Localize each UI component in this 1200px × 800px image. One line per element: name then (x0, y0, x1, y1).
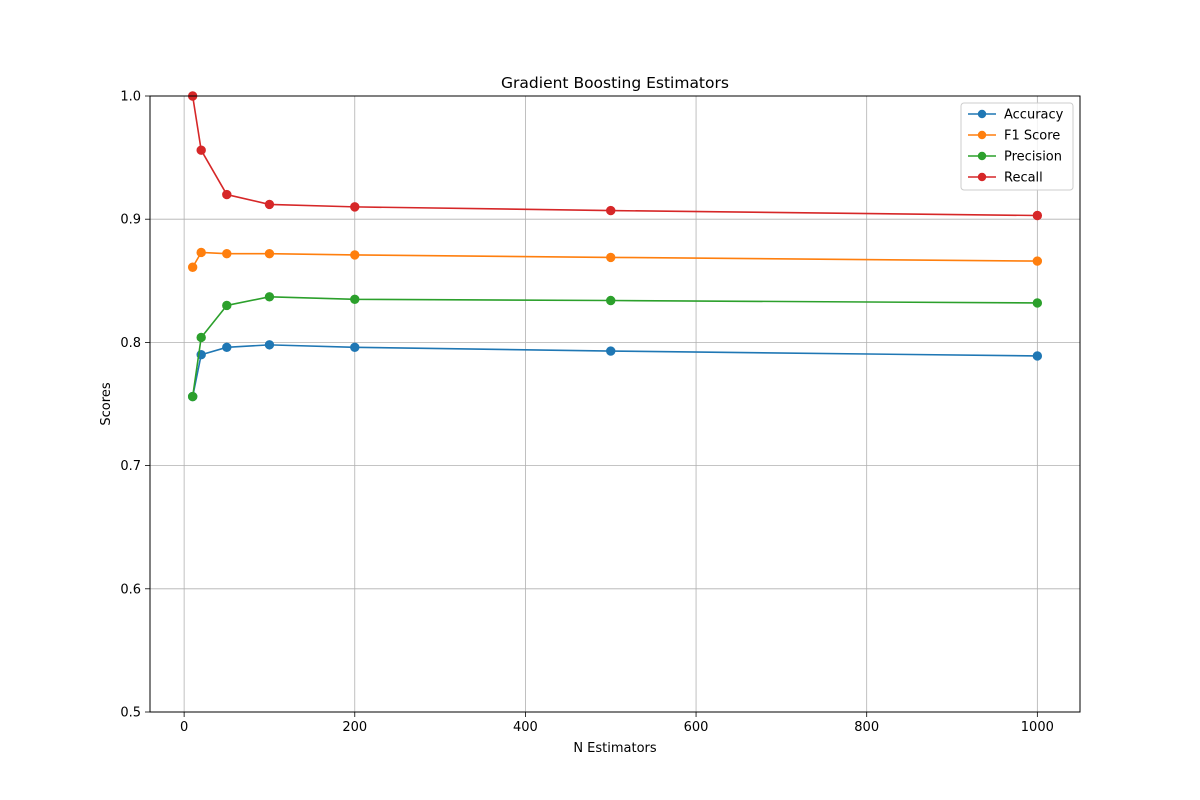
chart-title: Gradient Boosting Estimators (501, 74, 729, 92)
data-point-f1-score (187, 262, 198, 272)
data-point-accuracy (222, 342, 232, 353)
x-tick-label: 600 (684, 720, 709, 735)
series-accuracy (187, 340, 1043, 402)
series-line-recall (191, 95, 1038, 217)
legend-item-precision: Precision (968, 150, 1062, 165)
x-tick-label: 1000 (1021, 720, 1054, 735)
data-point-accuracy (264, 340, 275, 350)
data-point-accuracy (350, 342, 360, 353)
legend-label: F1 Score (1004, 129, 1060, 144)
legend: Accuracy F1 Score Precision Recall (960, 102, 1074, 191)
data-point-f1-score (196, 247, 206, 258)
plot-frame (149, 95, 1081, 713)
y-tick-label: 0.5 (120, 706, 141, 721)
data-point-precision (606, 295, 616, 306)
legend-swatch-marker (977, 130, 987, 140)
data-point-recall (1032, 210, 1043, 221)
series-line-f1-score (191, 251, 1038, 268)
y-tick-label: 0.6 (120, 582, 141, 597)
legend-swatch-marker (977, 151, 987, 161)
legend-item-f1-score: F1 Score (968, 129, 1060, 144)
data-point-f1-score (350, 250, 360, 260)
y-tick-label: 0.8 (120, 336, 141, 351)
data-point-precision (1032, 298, 1043, 308)
legend-swatch-marker (977, 172, 987, 182)
y-tick-label: 1.0 (120, 90, 141, 105)
ticks-layer: 0 200 400 600 800 1000 0.5 0.6 0.7 0.8 0.9 1.0 (120, 90, 1054, 736)
legend-label: Precision (1004, 150, 1062, 165)
legend-box (960, 102, 1074, 191)
data-point-precision (196, 332, 206, 343)
y-tick-label: 0.7 (120, 459, 141, 474)
legend-item-recall: Recall (968, 171, 1043, 186)
legend-label: Recall (1004, 171, 1043, 186)
data-point-precision (222, 300, 232, 311)
legend-label: Accuracy (1004, 108, 1064, 123)
x-tick-label: 800 (854, 720, 879, 735)
data-point-f1-score (1032, 256, 1043, 266)
y-tick-label: 0.9 (120, 213, 141, 228)
legend-item-accuracy: Accuracy (968, 108, 1064, 123)
data-point-recall (196, 145, 206, 155)
series-layer (187, 91, 1043, 402)
data-point-accuracy (606, 346, 616, 356)
legend-swatch-marker (977, 109, 987, 119)
data-point-f1-score (606, 252, 616, 263)
data-point-accuracy (1032, 351, 1043, 361)
data-point-f1-score (222, 248, 232, 259)
x-tick-label: 200 (342, 720, 367, 735)
data-point-precision (187, 391, 198, 402)
grid-layer (150, 95, 1080, 713)
x-tick-label: 400 (513, 720, 538, 735)
x-tick-label: 0 (180, 720, 188, 735)
data-point-f1-score (264, 248, 275, 259)
y-axis-label: Scores (99, 382, 114, 425)
series-f1-score (187, 247, 1043, 272)
data-point-precision (264, 292, 275, 302)
data-point-recall (222, 189, 232, 200)
series-precision (187, 292, 1043, 402)
series-recall (187, 91, 1043, 221)
x-axis-label: N Estimators (573, 741, 657, 756)
data-point-precision (350, 294, 360, 304)
data-point-recall (264, 199, 275, 210)
data-point-recall (350, 202, 360, 212)
data-point-recall (606, 205, 616, 216)
